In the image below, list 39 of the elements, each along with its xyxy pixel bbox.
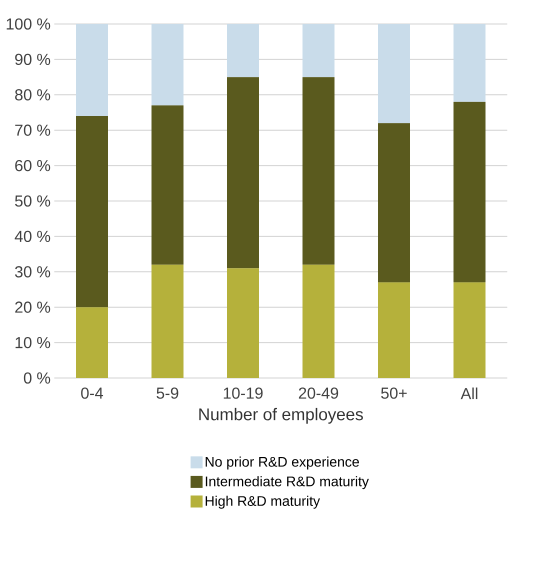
x-tick-label: 50+	[381, 388, 407, 399]
y-tick-label: 20 %	[15, 302, 50, 313]
bar	[302, 77, 335, 265]
bar	[76, 24, 108, 116]
bar	[227, 268, 259, 378]
bar	[378, 123, 410, 282]
y-tick-label: 70 %	[15, 124, 50, 136]
bar	[302, 24, 335, 78]
bar	[454, 102, 486, 282]
bar	[454, 24, 486, 102]
x-tick-label: 0-4	[81, 388, 104, 399]
legend-label: Intermediate R&D maturity	[206, 476, 369, 490]
y-tick-label: 80 %	[15, 89, 50, 100]
bar	[76, 307, 108, 378]
y-tick-label: 60 %	[15, 160, 50, 172]
bar	[227, 24, 259, 78]
bar	[152, 105, 184, 265]
bar	[302, 264, 335, 378]
y-tick-label: 30 %	[15, 266, 50, 278]
x-tick-label: 20-49	[298, 388, 338, 399]
y-tick-label: 100 %	[6, 18, 50, 30]
legend-label: No prior R&D experience	[206, 456, 359, 470]
x-axis-title: Number of employees	[199, 408, 363, 424]
x-tick-label: 5-9	[156, 388, 178, 399]
bar	[378, 24, 410, 124]
bar	[152, 24, 184, 106]
y-tick-label: 40 %	[14, 230, 50, 242]
bar	[76, 116, 108, 308]
y-tick-label: 50 %	[15, 195, 50, 207]
legend-label: High R&D maturity	[206, 496, 320, 509]
bar	[227, 77, 259, 268]
y-tick-label: 0 %	[24, 372, 50, 384]
x-tick-label: 10-19	[224, 388, 263, 399]
bar	[378, 282, 410, 378]
y-tick-label: 90 %	[15, 54, 50, 66]
x-tick-label: All	[460, 388, 478, 400]
bar	[454, 282, 486, 378]
y-tick-label: 10 %	[16, 336, 50, 348]
bar	[152, 264, 184, 378]
